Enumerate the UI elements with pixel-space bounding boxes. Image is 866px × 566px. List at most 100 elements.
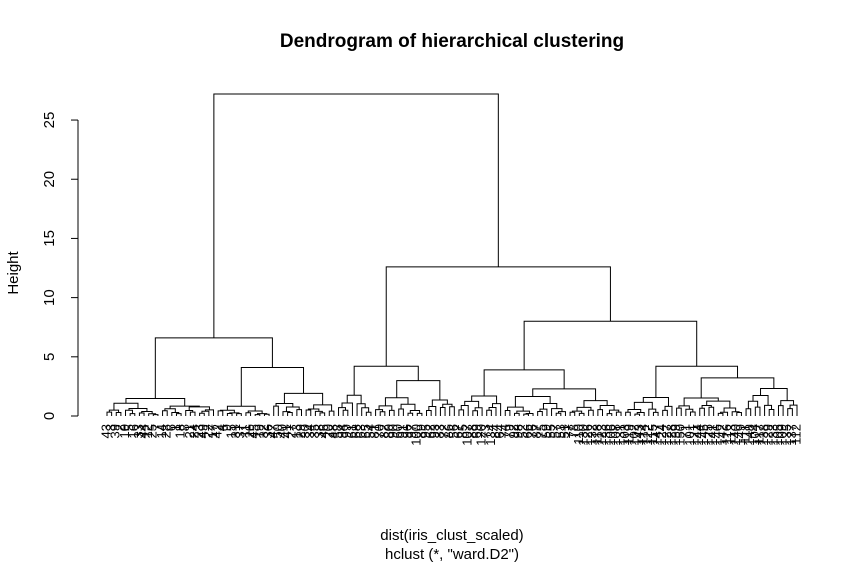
dendrogram-merge bbox=[400, 403, 416, 411]
dendrogram-merge bbox=[745, 408, 752, 416]
leaf-label: 3 bbox=[103, 424, 118, 431]
leaf-label: 150 bbox=[673, 424, 688, 446]
leaf-label: 2 bbox=[112, 424, 127, 431]
dendrogram-merge bbox=[263, 413, 270, 416]
dendrogram-merge bbox=[162, 410, 168, 416]
dendrogram-merge bbox=[217, 410, 224, 416]
leaf-label: 125 bbox=[700, 424, 715, 446]
dendrogram-merge bbox=[106, 411, 113, 416]
dendrogram-merge bbox=[378, 405, 393, 411]
leaf-label: 118 bbox=[589, 424, 604, 445]
leaf-label: 71 bbox=[677, 424, 692, 438]
dendrogram-merge bbox=[154, 337, 273, 399]
dendrogram-merge bbox=[426, 410, 432, 416]
leaf-label: 27 bbox=[284, 424, 299, 438]
dendrogram-merge bbox=[537, 411, 543, 416]
leaf-label: 15 bbox=[223, 424, 238, 438]
leaf-label: 72 bbox=[436, 424, 451, 438]
leaf-label: 64 bbox=[492, 424, 507, 438]
dendrogram-merge bbox=[313, 404, 333, 412]
leaf-label: 110 bbox=[571, 424, 586, 445]
dendrogram-merge bbox=[307, 408, 320, 412]
leaf-label: 83 bbox=[432, 424, 447, 438]
dendrogram-merge bbox=[555, 412, 562, 416]
leaf-label: 66 bbox=[520, 424, 535, 438]
leaf-label: 24 bbox=[186, 424, 201, 438]
leaf-label: 138 bbox=[756, 424, 771, 446]
chart-title: Dendrogram of hierarchical clustering bbox=[280, 31, 624, 52]
leaf-label: 18 bbox=[173, 424, 188, 438]
dendrogram-merge bbox=[439, 407, 446, 416]
leaf-label: 23 bbox=[191, 424, 206, 438]
dendrogram-merge bbox=[375, 409, 384, 416]
dendrogram-merge bbox=[685, 408, 694, 416]
leaf-label: 54 bbox=[362, 424, 377, 438]
dendrogram-merge bbox=[699, 407, 705, 416]
dendrogram-merge bbox=[569, 411, 576, 416]
leaf-label: 124 bbox=[654, 424, 669, 446]
dendrogram-merge bbox=[226, 412, 233, 416]
leaf-label: 5 bbox=[122, 424, 137, 431]
leaf-label: 102 bbox=[626, 424, 641, 446]
dendrogram-merge bbox=[717, 412, 724, 416]
leaf-label: 39 bbox=[108, 424, 123, 438]
leaf-label: 20 bbox=[321, 424, 336, 438]
dendrogram-merge bbox=[678, 405, 690, 410]
leaf-label: 92 bbox=[506, 424, 521, 438]
leaf-label: 49 bbox=[196, 424, 211, 438]
leaf-label: 9 bbox=[219, 424, 234, 431]
dendrogram-merge bbox=[588, 409, 594, 416]
leaf-label: 50 bbox=[270, 424, 285, 438]
dendrogram-merge bbox=[720, 411, 729, 416]
leaf-label: 101 bbox=[682, 424, 697, 446]
leaf-label: 111 bbox=[737, 424, 752, 444]
dendrogram-merge bbox=[328, 410, 335, 416]
leaf-label: 115 bbox=[645, 424, 660, 445]
leaf-label: 45 bbox=[247, 424, 262, 438]
leaf-label: 4 bbox=[214, 424, 229, 431]
dendrogram-merge bbox=[625, 411, 631, 416]
leaf-label: 75 bbox=[534, 424, 549, 438]
dendrogram-merge bbox=[486, 409, 492, 416]
y-tick-label: 15 bbox=[41, 230, 58, 247]
dendrogram-merge bbox=[634, 413, 641, 416]
leaf-label: 32 bbox=[256, 424, 271, 438]
dendrogram-merge bbox=[240, 366, 305, 407]
dendrogram-merge bbox=[283, 392, 324, 405]
dendrogram-merge bbox=[314, 410, 323, 416]
dendrogram-merge bbox=[752, 395, 769, 406]
dendrogram-merge bbox=[273, 405, 279, 416]
dendrogram-merge bbox=[488, 407, 497, 416]
dendrogram-merge bbox=[185, 409, 194, 416]
dendrogram-merge bbox=[189, 411, 196, 416]
dendrogram-merge bbox=[247, 410, 263, 414]
leaf-label: 7 bbox=[149, 424, 164, 431]
dendrogram-merge bbox=[305, 409, 312, 416]
dendrogram-merge bbox=[152, 414, 159, 416]
leaf-label: 67 bbox=[450, 424, 465, 438]
leaf-label: 42 bbox=[210, 424, 225, 438]
leaf-label: 76 bbox=[524, 424, 539, 438]
leaf-label: 96 bbox=[399, 424, 414, 438]
leaf-label: 82 bbox=[376, 424, 391, 438]
dendrogram-merge bbox=[652, 411, 659, 416]
leaf-label: 148 bbox=[742, 424, 757, 446]
dendrogram-merge bbox=[245, 412, 252, 416]
leaf-label: 62 bbox=[423, 424, 438, 438]
dendrogram-merge bbox=[768, 408, 775, 416]
leaf-label: 85 bbox=[455, 424, 470, 438]
leaf-label: 144 bbox=[691, 424, 706, 446]
leaf-label: 63 bbox=[353, 424, 368, 438]
dendrogram-merge bbox=[296, 409, 302, 416]
dendrogram-merge bbox=[787, 408, 793, 416]
y-tick-label: 10 bbox=[41, 289, 58, 306]
dendrogram-merge bbox=[676, 407, 682, 416]
leaf-label: 37 bbox=[233, 424, 248, 438]
dendrogram-merge bbox=[471, 395, 498, 404]
dendrogram-merge bbox=[701, 405, 712, 409]
dendrogram-merge bbox=[633, 401, 653, 410]
leaf-label: 77 bbox=[562, 424, 577, 438]
leaf-label: 70 bbox=[372, 424, 387, 438]
leaf-label: 143 bbox=[631, 424, 646, 446]
leaf-label: 68 bbox=[349, 424, 364, 438]
